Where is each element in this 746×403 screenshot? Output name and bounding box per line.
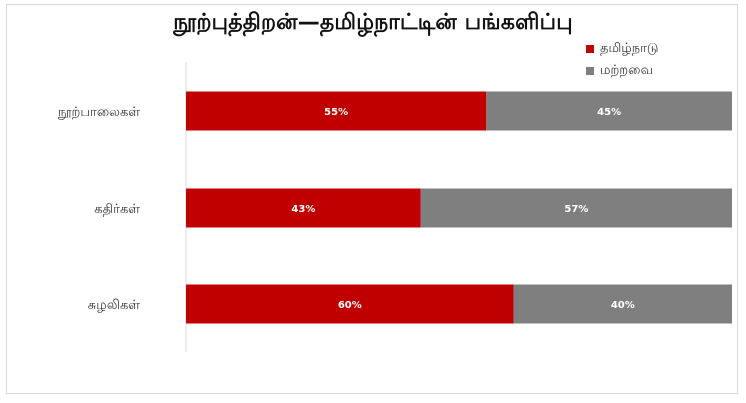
bar-others bbox=[513, 284, 732, 324]
legend-swatch-tamilnadu bbox=[586, 45, 594, 53]
data-label: 55% bbox=[324, 107, 348, 118]
data-label: 40% bbox=[611, 300, 635, 311]
legend-label-others: மற்றவை bbox=[600, 63, 653, 78]
data-label: 60% bbox=[338, 300, 362, 311]
bar-tamilnadu bbox=[186, 284, 514, 324]
data-label: 43% bbox=[291, 204, 315, 215]
legend-label-tamilnadu: தமிழ்நாடு bbox=[600, 41, 659, 56]
chart-title: நூற்புத்திறன்—தமிழ்நாட்டின் பங்களிப்பு bbox=[173, 10, 573, 35]
category-label: சுழலிகள் bbox=[88, 298, 140, 313]
bar-tamilnadu bbox=[186, 188, 421, 228]
legend-swatch-others bbox=[586, 67, 594, 75]
chart-legend: தமிழ்நாடு மற்றவை bbox=[586, 38, 726, 82]
legend-item-others: மற்றவை bbox=[586, 60, 726, 82]
bar-tamilnadu bbox=[186, 91, 487, 131]
data-label: 45% bbox=[597, 107, 621, 118]
bar-others bbox=[420, 188, 732, 228]
bars-layer: நூற்பாலைகள் 55% 45% கதிர்கள் 43% 57% சுழலிகள் 6… bbox=[58, 91, 732, 324]
category-label: கதிர்கள் bbox=[94, 202, 140, 217]
legend-item-tamilnadu: தமிழ்நாடு bbox=[586, 38, 726, 60]
data-label: 57% bbox=[564, 204, 588, 215]
category-label: நூற்பாலைகள் bbox=[58, 105, 140, 120]
bar-others bbox=[486, 91, 732, 131]
